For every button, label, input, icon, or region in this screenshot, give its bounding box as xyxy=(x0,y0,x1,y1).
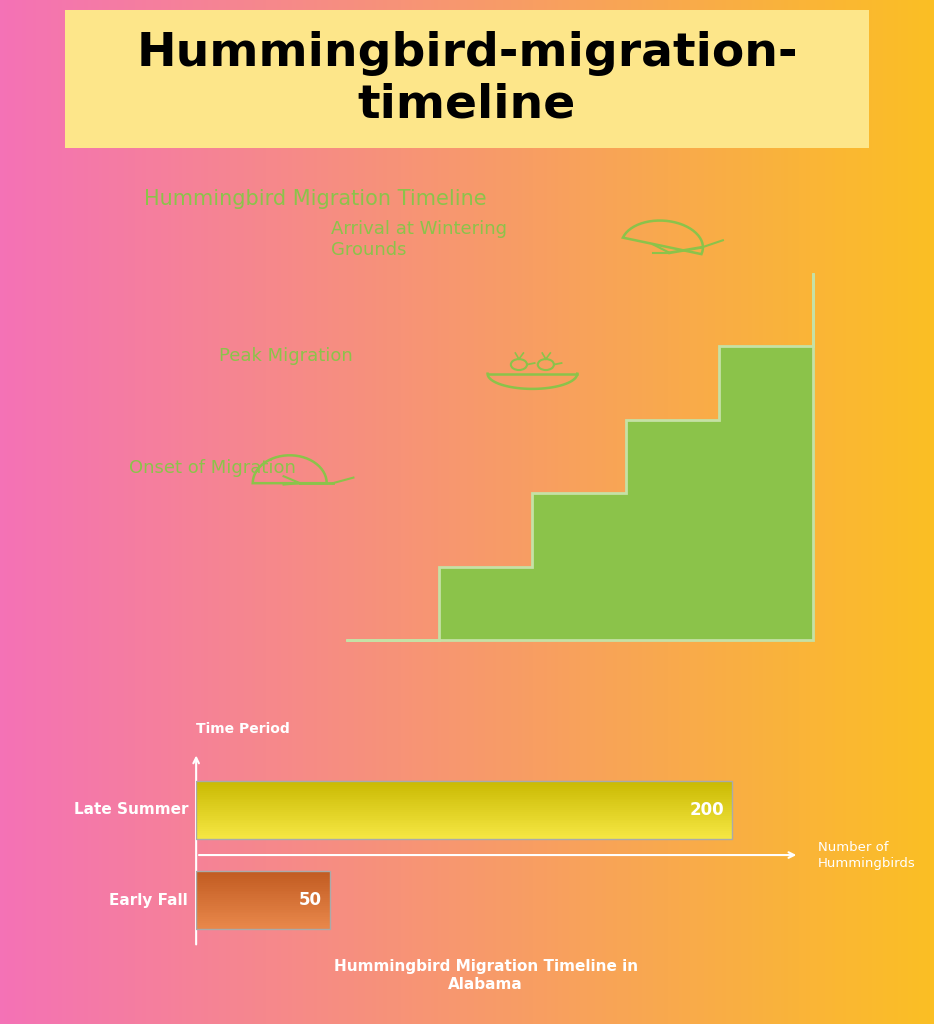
Bar xyxy=(196,925,330,927)
Bar xyxy=(196,887,330,889)
Text: Hummingbird Migration Timeline: Hummingbird Migration Timeline xyxy=(144,189,487,209)
Bar xyxy=(196,821,732,823)
Bar xyxy=(196,787,732,788)
Bar xyxy=(196,827,732,829)
Bar xyxy=(196,904,330,906)
Bar xyxy=(196,819,732,821)
Text: Late Summer: Late Summer xyxy=(74,803,188,817)
Bar xyxy=(196,922,330,923)
Bar xyxy=(196,833,732,835)
Bar xyxy=(196,900,330,902)
Bar xyxy=(196,804,732,806)
Text: Peak Migration: Peak Migration xyxy=(219,347,352,366)
Bar xyxy=(196,799,732,801)
Bar xyxy=(196,879,330,881)
Bar xyxy=(196,893,330,894)
Bar xyxy=(196,817,732,819)
Bar xyxy=(196,783,732,785)
Bar xyxy=(196,803,732,804)
Polygon shape xyxy=(346,272,813,640)
Bar xyxy=(196,829,732,831)
Bar xyxy=(196,913,330,915)
Bar xyxy=(196,920,330,922)
Bar xyxy=(196,918,330,920)
Bar xyxy=(196,902,330,904)
FancyBboxPatch shape xyxy=(25,3,909,156)
Bar xyxy=(196,814,732,816)
Text: Time Period: Time Period xyxy=(196,722,290,736)
Bar xyxy=(196,781,732,839)
Bar xyxy=(196,907,330,909)
Bar xyxy=(196,788,732,791)
Bar xyxy=(196,898,330,900)
Text: Number of
Hummingbirds: Number of Hummingbirds xyxy=(818,841,915,869)
Bar xyxy=(196,812,732,814)
Bar xyxy=(196,806,732,808)
Bar xyxy=(196,871,330,929)
Bar xyxy=(196,881,330,883)
Text: Early Fall: Early Fall xyxy=(109,893,188,907)
Bar xyxy=(196,889,330,891)
Bar xyxy=(196,911,330,913)
Bar xyxy=(196,891,330,893)
Bar xyxy=(196,906,330,907)
Bar xyxy=(196,896,330,898)
Bar xyxy=(196,923,330,925)
Bar xyxy=(196,785,732,787)
Bar xyxy=(196,816,732,817)
Text: Hummingbird-migration-
timeline: Hummingbird-migration- timeline xyxy=(136,31,798,128)
Bar xyxy=(196,791,732,793)
Text: 200: 200 xyxy=(689,801,724,819)
Bar xyxy=(196,835,732,837)
Bar xyxy=(196,823,732,825)
Bar xyxy=(196,797,732,799)
Bar xyxy=(196,810,732,812)
Bar xyxy=(196,909,330,911)
Bar xyxy=(196,885,330,887)
Bar xyxy=(196,871,330,873)
Text: Hummingbird Migration Timeline in
Alabama: Hummingbird Migration Timeline in Alabam… xyxy=(333,958,638,992)
Bar xyxy=(196,894,330,896)
Bar xyxy=(196,883,330,885)
Bar xyxy=(196,915,330,918)
Bar xyxy=(196,795,732,797)
Bar xyxy=(196,781,732,783)
Bar xyxy=(196,793,732,795)
Bar xyxy=(196,927,330,929)
Bar xyxy=(196,878,330,879)
Bar xyxy=(196,825,732,827)
Bar xyxy=(196,831,732,833)
Text: 50: 50 xyxy=(299,891,322,909)
Bar xyxy=(196,808,732,810)
Bar xyxy=(196,876,330,878)
Bar xyxy=(196,873,330,876)
Text: Onset of Migration: Onset of Migration xyxy=(129,459,296,477)
Bar xyxy=(196,837,732,839)
Bar xyxy=(196,801,732,803)
Text: Arrival at Wintering
Grounds: Arrival at Wintering Grounds xyxy=(331,220,506,259)
